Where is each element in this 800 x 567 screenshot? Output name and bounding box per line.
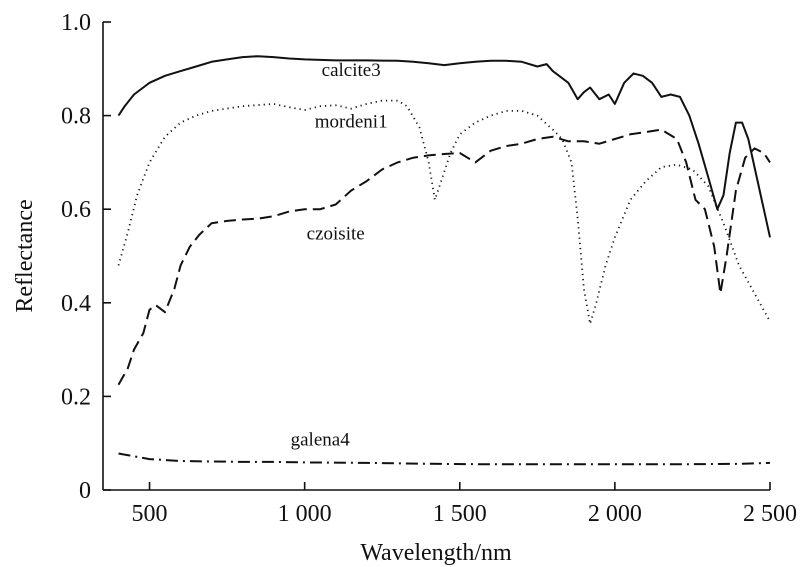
ticks: 500 1 000 1 500 2 000 2 500 0 0.2 0.4 0.6 0.8 1.0 <box>61 10 797 527</box>
series-line-czoisite <box>117 128 771 386</box>
series-label-galena4: galena4 <box>291 430 351 451</box>
axes <box>102 22 770 491</box>
x-tick-label: 2 500 <box>743 501 797 527</box>
y-axis-title: Reflectance <box>12 199 38 312</box>
x-tick-label: 2 000 <box>588 501 642 527</box>
y-tick-label: 1.0 <box>61 10 91 36</box>
series-label-czoisite: czoisite <box>307 224 365 245</box>
y-tick-label: 0.2 <box>61 384 91 410</box>
x-tick-label: 500 <box>132 501 168 527</box>
y-tick-label: 0.6 <box>61 197 91 223</box>
series-line-mordeni1 <box>117 99 771 325</box>
series-group <box>117 55 771 466</box>
x-tick-label: 1 000 <box>278 501 332 527</box>
series-line-calcite3 <box>117 55 771 238</box>
y-tick-label: 0.8 <box>61 104 91 130</box>
series-label-mordeni1: mordeni1 <box>315 111 388 132</box>
y-tick-label: 0 <box>79 478 91 504</box>
series-line-galena4 <box>118 452 771 466</box>
x-axis-title: Wavelength/nm <box>360 540 512 566</box>
x-tick-label: 1 500 <box>433 501 487 527</box>
series-label-calcite3: calcite3 <box>322 60 381 81</box>
series-labels: calcite3 mordeni1 czoisite galena4 <box>291 60 388 451</box>
y-tick-label: 0.4 <box>61 291 91 317</box>
